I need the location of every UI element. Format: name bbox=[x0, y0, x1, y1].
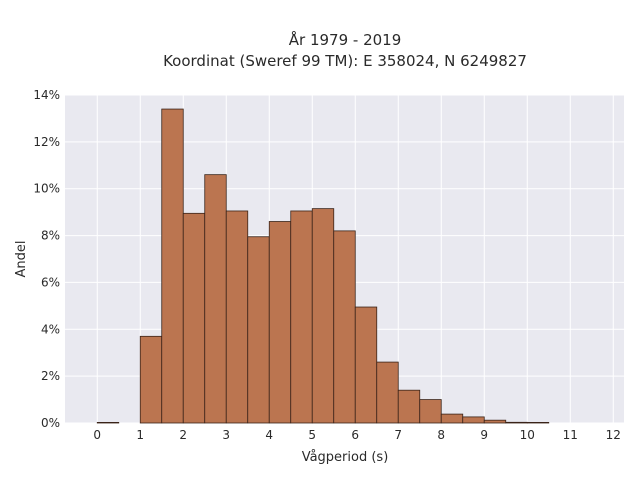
x-axis-label: Vågperiod (s) bbox=[302, 450, 389, 465]
histogram-bar bbox=[462, 416, 485, 424]
histogram-bars bbox=[96, 108, 550, 424]
x-tick-label: 11 bbox=[563, 428, 578, 442]
histogram-bar bbox=[419, 399, 442, 424]
x-tick-label: 9 bbox=[480, 428, 488, 442]
histogram-bar bbox=[376, 361, 399, 424]
chart-title-line-2: Koordinat (Sweref 99 TM): E 358024, N 62… bbox=[163, 52, 527, 70]
histogram-bar bbox=[440, 413, 464, 424]
x-tick-label: 4 bbox=[265, 428, 273, 442]
y-tick-label: 14% bbox=[33, 88, 60, 102]
x-tick-label: 2 bbox=[179, 428, 187, 442]
y-tick-labels: 0% 2% 4% 6% 8% 10% 12% 14% bbox=[33, 88, 60, 430]
y-tick-label: 10% bbox=[33, 182, 60, 196]
histogram-bar bbox=[354, 306, 378, 424]
y-axis-label: Andel bbox=[14, 241, 29, 278]
x-tick-label: 10 bbox=[520, 428, 535, 442]
chart-title-line-1: År 1979 - 2019 bbox=[289, 30, 402, 49]
x-tick-labels: 0 1 2 3 4 5 6 7 8 9 10 11 12 bbox=[93, 428, 620, 442]
histogram-bar bbox=[268, 221, 292, 424]
x-tick-label: 12 bbox=[606, 428, 621, 442]
y-tick-label: 6% bbox=[41, 275, 60, 289]
x-tick-label: 0 bbox=[93, 428, 101, 442]
histogram-bar bbox=[526, 421, 550, 424]
histogram-bar bbox=[397, 389, 421, 424]
x-tick-label: 5 bbox=[308, 428, 316, 442]
histogram-bar bbox=[505, 421, 528, 424]
histogram-bar bbox=[182, 212, 206, 424]
histogram-bar bbox=[225, 210, 249, 424]
histogram-bar bbox=[139, 335, 163, 424]
y-tick-label: 8% bbox=[41, 229, 60, 243]
y-tick-label: 12% bbox=[33, 135, 60, 149]
y-tick-label: 2% bbox=[41, 369, 60, 383]
x-tick-label: 8 bbox=[437, 428, 445, 442]
histogram-bar bbox=[161, 108, 184, 424]
x-tick-label: 1 bbox=[136, 428, 144, 442]
x-tick-label: 7 bbox=[394, 428, 402, 442]
x-tick-label: 6 bbox=[351, 428, 359, 442]
histogram-bar bbox=[483, 419, 507, 424]
x-tick-label: 3 bbox=[222, 428, 230, 442]
y-tick-label: 0% bbox=[41, 416, 60, 430]
histogram-bar bbox=[96, 421, 120, 424]
histogram-bar bbox=[311, 208, 335, 424]
histogram-bar bbox=[290, 210, 313, 424]
y-tick-label: 4% bbox=[41, 322, 60, 336]
histogram-bar bbox=[333, 230, 356, 424]
histogram-bar bbox=[247, 236, 270, 424]
histogram-bar bbox=[204, 174, 227, 424]
